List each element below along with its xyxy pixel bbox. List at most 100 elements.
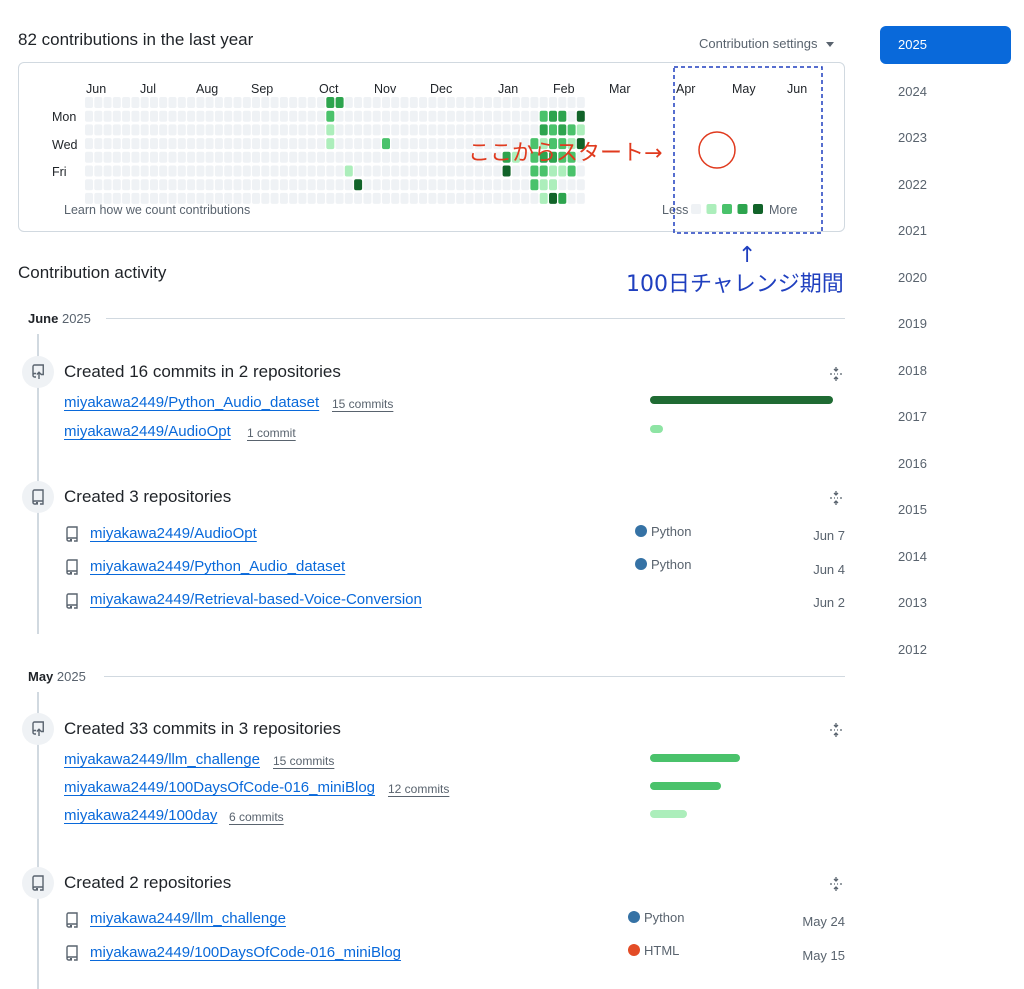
contribution-day[interactable] (187, 151, 196, 163)
contribution-day[interactable] (317, 165, 325, 177)
contribution-day[interactable] (112, 179, 121, 191)
contribution-day[interactable] (177, 124, 186, 136)
year-link-2018[interactable]: 2018 (898, 362, 927, 378)
contribution-day[interactable] (214, 110, 223, 122)
contribution-day[interactable] (242, 110, 251, 122)
contribution-day[interactable] (94, 97, 103, 108)
collapse-icon[interactable] (828, 366, 844, 382)
contribution-day[interactable] (558, 151, 567, 163)
contribution-day[interactable] (279, 124, 288, 136)
contribution-day[interactable] (539, 110, 548, 122)
contribution-day[interactable] (530, 165, 539, 177)
contribution-day[interactable] (409, 165, 418, 177)
contribution-day[interactable] (344, 192, 353, 204)
contribution-day[interactable] (576, 165, 585, 177)
contribution-day[interactable] (168, 138, 177, 150)
contribution-day[interactable] (233, 151, 242, 163)
contribution-day[interactable] (409, 192, 418, 204)
contribution-day[interactable] (493, 110, 502, 122)
contribution-day[interactable] (446, 138, 455, 150)
contribution-day[interactable] (521, 192, 530, 204)
contribution-day[interactable] (205, 165, 214, 177)
contribution-day[interactable] (400, 192, 409, 204)
contribution-settings-button[interactable]: Contribution settings (699, 36, 834, 51)
contribution-day[interactable] (224, 110, 233, 122)
contribution-day[interactable] (270, 110, 279, 122)
contribution-day[interactable] (456, 138, 465, 150)
contribution-day[interactable] (261, 151, 270, 163)
contribution-day[interactable] (289, 179, 298, 191)
contribution-day[interactable] (465, 97, 474, 108)
contribution-day[interactable] (112, 97, 121, 108)
contribution-day[interactable] (307, 192, 316, 204)
contribution-day[interactable] (437, 124, 446, 136)
contribution-day[interactable] (177, 138, 186, 150)
contribution-day[interactable] (140, 124, 149, 136)
contribution-day[interactable] (242, 124, 251, 136)
contribution-day[interactable] (354, 110, 363, 122)
repo-link[interactable]: miyakawa2449/Retrieval-based-Voice-Conve… (90, 591, 422, 608)
contribution-day[interactable] (428, 165, 437, 177)
contribution-day[interactable] (549, 165, 557, 177)
contribution-day[interactable] (122, 179, 131, 191)
contribution-day[interactable] (428, 110, 437, 122)
contribution-day[interactable] (224, 97, 233, 108)
contribution-day[interactable] (363, 192, 372, 204)
contribution-day[interactable] (140, 165, 149, 177)
contribution-day[interactable] (354, 165, 363, 177)
contribution-day[interactable] (131, 151, 140, 163)
contribution-day[interactable] (400, 165, 409, 177)
contribution-day[interactable] (437, 192, 446, 204)
contribution-day[interactable] (335, 138, 344, 150)
contribution-day[interactable] (307, 179, 316, 191)
contribution-day[interactable] (317, 179, 325, 191)
contribution-day[interactable] (205, 97, 214, 108)
contribution-day[interactable] (122, 124, 131, 136)
contribution-day[interactable] (446, 179, 455, 191)
contribution-day[interactable] (298, 138, 307, 150)
contribution-day[interactable] (511, 124, 520, 136)
contribution-day[interactable] (131, 124, 140, 136)
contribution-day[interactable] (177, 179, 186, 191)
contribution-day[interactable] (214, 97, 223, 108)
contribution-day[interactable] (252, 110, 260, 122)
contribution-day[interactable] (233, 179, 242, 191)
contribution-day[interactable] (521, 124, 530, 136)
contribution-day[interactable] (85, 97, 93, 108)
contribution-day[interactable] (307, 97, 316, 108)
contribution-day[interactable] (521, 138, 530, 150)
contribution-day[interactable] (511, 110, 520, 122)
contribution-day[interactable] (196, 179, 205, 191)
contribution-day[interactable] (242, 165, 251, 177)
contribution-day[interactable] (363, 179, 372, 191)
contribution-day[interactable] (567, 110, 576, 122)
contribution-day[interactable] (502, 192, 511, 204)
contribution-day[interactable] (539, 165, 548, 177)
contribution-day[interactable] (419, 124, 428, 136)
contribution-day[interactable] (326, 151, 335, 163)
contribution-day[interactable] (530, 179, 539, 191)
contribution-day[interactable] (103, 151, 112, 163)
contribution-day[interactable] (131, 165, 140, 177)
contribution-day[interactable] (521, 97, 530, 108)
contribution-day[interactable] (103, 179, 112, 191)
contribution-day[interactable] (85, 124, 93, 136)
contribution-day[interactable] (354, 138, 363, 150)
contribution-day[interactable] (382, 124, 390, 136)
contribution-day[interactable] (465, 110, 474, 122)
contribution-day[interactable] (363, 110, 372, 122)
contribution-day[interactable] (446, 97, 455, 108)
contribution-day[interactable] (242, 151, 251, 163)
contribution-day[interactable] (252, 124, 260, 136)
contribution-day[interactable] (279, 97, 288, 108)
contribution-day[interactable] (298, 165, 307, 177)
contribution-day[interactable] (474, 151, 483, 163)
contribution-day[interactable] (344, 165, 353, 177)
contribution-day[interactable] (484, 151, 492, 163)
contribution-day[interactable] (419, 179, 428, 191)
contribution-day[interactable] (576, 192, 585, 204)
contribution-day[interactable] (484, 110, 492, 122)
contribution-day[interactable] (437, 151, 446, 163)
contribution-day[interactable] (363, 165, 372, 177)
year-link-2012[interactable]: 2012 (898, 641, 927, 657)
